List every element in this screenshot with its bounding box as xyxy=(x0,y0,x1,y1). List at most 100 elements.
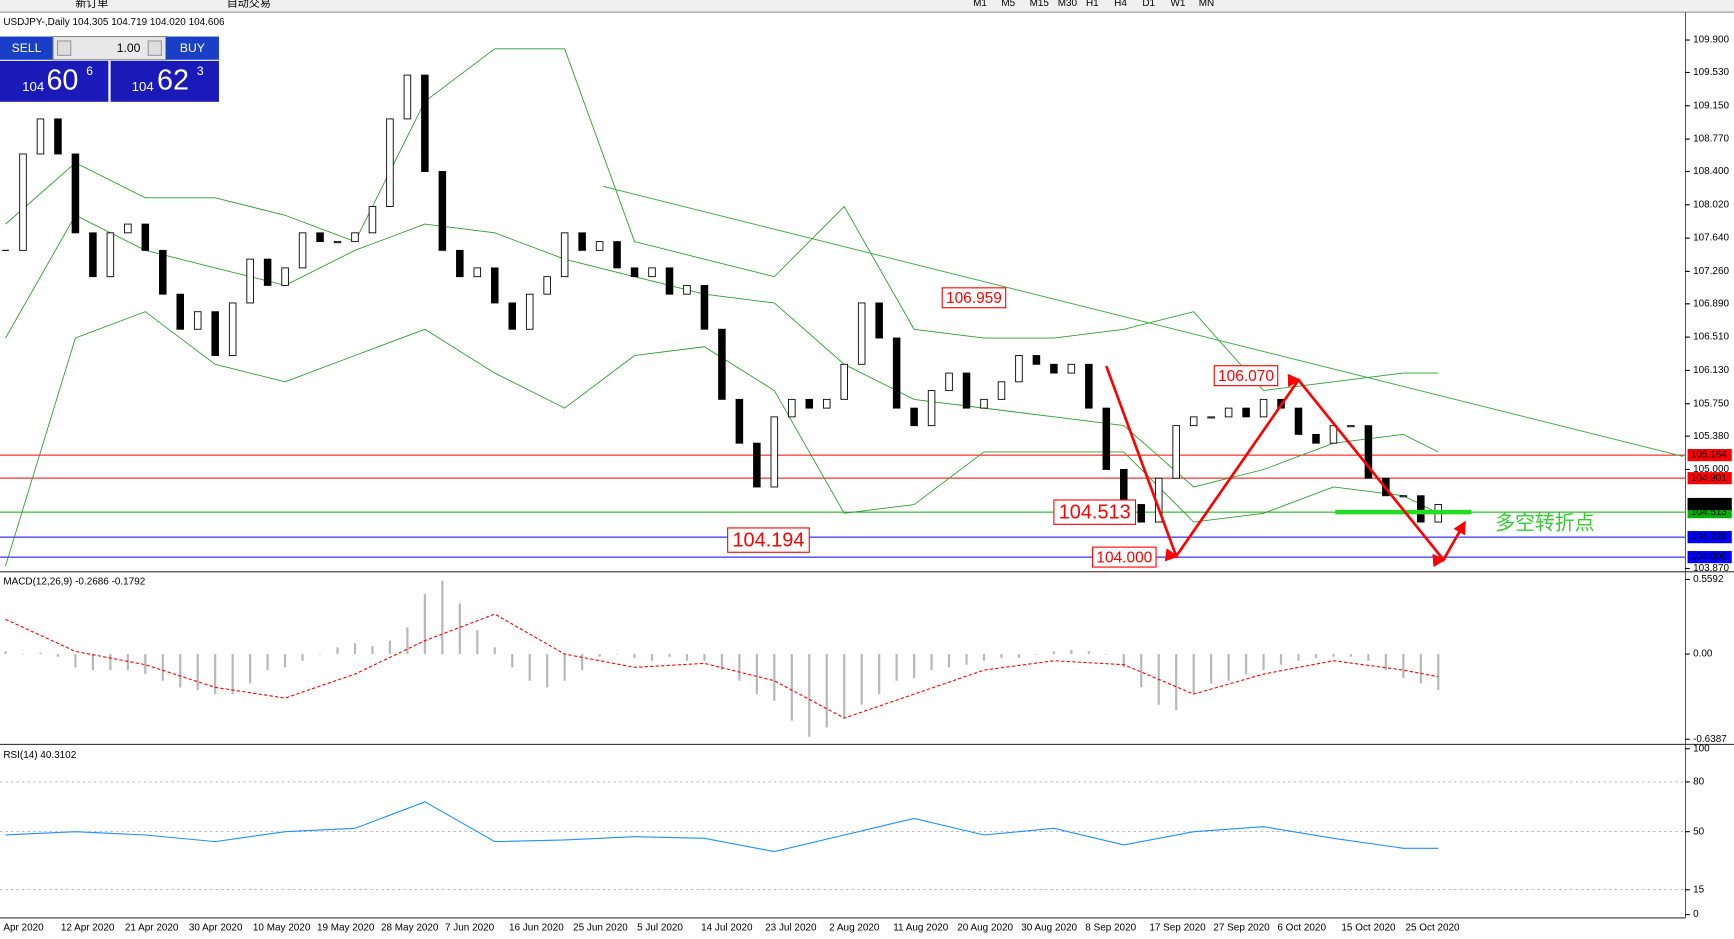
timeframe-button[interactable]: MN xyxy=(1199,0,1214,9)
timeframe-button[interactable]: W1 xyxy=(1171,0,1186,9)
y-tick-label: 109.150 xyxy=(1693,100,1729,111)
annotation-label: 104.513 xyxy=(1059,502,1131,524)
macd-bar xyxy=(1314,654,1318,659)
macd-bar xyxy=(179,654,182,688)
macd-bar xyxy=(895,654,898,681)
timeframe-button[interactable]: M1 xyxy=(973,0,987,9)
y-tick-label: 105.750 xyxy=(1693,398,1729,409)
sell-button[interactable] xyxy=(0,36,54,60)
x-tick-label: 28 May 2020 xyxy=(381,923,439,934)
y-tick-label: 106.890 xyxy=(1693,298,1729,309)
buy-price-box[interactable] xyxy=(110,60,219,102)
macd-bar xyxy=(423,594,426,655)
price-label: 104.901 xyxy=(1691,473,1727,484)
new-order-button[interactable]: 新订单 xyxy=(75,0,108,9)
timeframe-button[interactable]: H1 xyxy=(1086,0,1099,9)
candle xyxy=(1067,363,1076,374)
x-tick-label: 21 Apr 2020 xyxy=(125,923,179,934)
candle xyxy=(927,390,936,427)
candle xyxy=(316,232,324,243)
macd-bar xyxy=(1140,654,1143,688)
price-label: 104.000 xyxy=(1691,552,1727,563)
price-label-box xyxy=(1687,551,1732,564)
lot-down[interactable] xyxy=(56,40,72,56)
candle xyxy=(1347,425,1355,428)
macd-bar xyxy=(1035,654,1038,655)
macd-bar xyxy=(511,654,514,668)
candle xyxy=(735,398,744,444)
candle xyxy=(962,372,971,409)
rsi-title: RSI(14) 40.3102 xyxy=(3,750,76,761)
buy-price-fraction: 3 xyxy=(197,64,204,78)
candle xyxy=(141,223,150,251)
macd-bar xyxy=(214,654,217,695)
candle xyxy=(368,206,377,234)
candle xyxy=(71,153,80,234)
timeframe-button[interactable]: M30 xyxy=(1058,0,1078,9)
candle xyxy=(753,442,761,488)
candle xyxy=(421,74,429,172)
x-tick-label: 27 Sep 2020 xyxy=(1213,923,1270,934)
sell-price-box[interactable] xyxy=(0,60,109,102)
candle xyxy=(770,416,779,488)
y-tick-label: 80 xyxy=(1693,777,1705,788)
candle xyxy=(19,153,27,251)
macd-bar xyxy=(1332,654,1335,657)
y-tick-label: 0.5592 xyxy=(1693,574,1724,585)
candle xyxy=(159,249,167,295)
timeframe-button[interactable]: M15 xyxy=(1030,0,1050,9)
x-tick-label: 23 Jul 2020 xyxy=(765,923,817,934)
timeframe-button[interactable]: M5 xyxy=(1001,0,1015,9)
candle xyxy=(1294,407,1303,435)
candle xyxy=(543,276,551,295)
annotation-label: 106.959 xyxy=(946,290,1002,307)
candle xyxy=(508,302,516,330)
macd-bar xyxy=(1297,654,1300,661)
candle xyxy=(1399,495,1408,498)
candle xyxy=(351,232,359,243)
buy-button[interactable] xyxy=(165,36,219,60)
macd-bar xyxy=(1227,654,1230,681)
macd-bar xyxy=(1402,654,1405,679)
rsi-line xyxy=(5,801,1439,853)
x-tick-label: 15 Oct 2020 xyxy=(1341,923,1396,934)
trend-arrows xyxy=(1105,365,1466,568)
candle xyxy=(473,267,482,278)
buy-label: BUY xyxy=(180,41,205,55)
macd-bar xyxy=(388,640,392,655)
macd-bar xyxy=(546,654,549,688)
price-label: 105.164 xyxy=(1691,450,1727,461)
annotation-label: 106.070 xyxy=(1218,368,1274,385)
bid-label: 104.606 xyxy=(1691,499,1727,510)
auto-trading-button[interactable]: 自动交易 xyxy=(227,0,271,9)
candle xyxy=(298,232,307,269)
sell-label: SELL xyxy=(12,41,42,55)
candle xyxy=(1417,495,1425,523)
macd-title: MACD(12,26,9) -0.2686 -0.1792 xyxy=(3,576,145,587)
candle xyxy=(700,284,709,330)
timeframe-button[interactable]: H4 xyxy=(1114,0,1127,9)
x-tick-label: 30 Aug 2020 xyxy=(1021,923,1077,934)
macd-bar xyxy=(860,654,863,705)
x-tick-label: 16 Jun 2020 xyxy=(509,923,564,934)
y-tick-label: -0.6387 xyxy=(1693,734,1727,745)
macd-bar xyxy=(1175,654,1178,711)
macd-bar xyxy=(615,654,619,655)
macd-bar xyxy=(685,654,689,661)
candle xyxy=(1032,355,1041,365)
timeframe-button[interactable]: D1 xyxy=(1142,0,1155,9)
signal-line xyxy=(5,613,1439,719)
candle xyxy=(1137,504,1146,523)
lot-up[interactable] xyxy=(147,40,163,56)
x-tick-label: 20 Aug 2020 xyxy=(957,923,1013,934)
y-tick-label: 109.530 xyxy=(1693,67,1729,78)
y-tick-label: 109.900 xyxy=(1693,35,1729,46)
x-tick-label: 7 Jun 2020 xyxy=(445,923,495,934)
macd-bar xyxy=(1087,651,1090,655)
macd-bar xyxy=(1000,654,1003,659)
macd-bar xyxy=(231,654,234,695)
macd-bar xyxy=(1105,654,1108,655)
macd-bar xyxy=(353,643,357,655)
candle xyxy=(1189,416,1198,427)
macd-bar xyxy=(458,603,461,655)
